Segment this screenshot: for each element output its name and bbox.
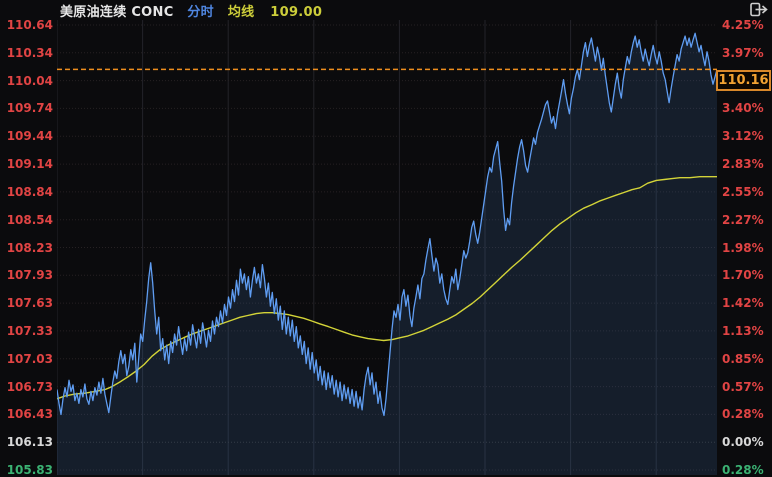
price-area-fill <box>57 33 717 475</box>
ma-legend-label: 均线 <box>227 5 255 20</box>
right-axis-tick: 1.70% <box>722 268 764 283</box>
left-axis-tick: 109.14 <box>6 157 53 172</box>
right-axis-tick: 0.57% <box>722 379 764 394</box>
chart-header: 美原油连续 CONC 分时 均线 109.00 <box>60 1 323 20</box>
left-axis-tick: 105.83 <box>6 463 53 477</box>
current-price-value: 110.16 <box>718 73 769 88</box>
popout-icon[interactable] <box>749 2 769 17</box>
right-axis-tick: 0.00% <box>722 435 764 450</box>
left-axis-tick: 108.23 <box>6 240 53 255</box>
left-axis-tick: 109.44 <box>6 129 53 144</box>
intraday-chart-plot[interactable] <box>57 20 717 475</box>
mode-tab-intraday[interactable]: 分时 <box>187 5 214 20</box>
left-axis-tick: 110.64 <box>6 18 53 32</box>
left-axis-tick: 108.54 <box>6 212 53 227</box>
right-axis-tick: 1.42% <box>722 296 764 311</box>
left-axis-tick: 106.43 <box>6 407 53 422</box>
left-axis-tick: 110.34 <box>6 45 53 60</box>
right-axis-tick: 0.85% <box>722 351 764 366</box>
right-axis-tick: 4.25% <box>722 18 764 32</box>
left-axis-tick: 107.93 <box>6 268 53 283</box>
price-line <box>57 32 717 417</box>
instrument-title: 美原油连续 CONC <box>60 5 174 20</box>
current-price-badge: 110.16 <box>716 70 771 91</box>
right-axis-tick: 3.97% <box>722 45 764 60</box>
right-axis-tick: 0.28% <box>722 407 764 422</box>
right-axis-tick: 2.83% <box>722 157 764 172</box>
right-axis-tick: 0.28% <box>722 463 764 477</box>
right-axis-tick: 3.12% <box>722 129 764 144</box>
right-axis-tick: 2.55% <box>722 184 764 199</box>
right-axis-tick: 1.98% <box>722 240 764 255</box>
left-axis-tick: 107.03 <box>6 351 53 366</box>
left-axis-tick: 109.74 <box>6 101 53 116</box>
right-axis-tick: 2.27% <box>722 212 764 227</box>
left-axis-tick: 106.13 <box>6 435 53 450</box>
left-axis-tick: 110.04 <box>6 73 53 88</box>
right-axis-tick: 3.40% <box>722 101 764 116</box>
right-axis-tick: 1.13% <box>722 323 764 338</box>
left-axis-tick: 107.63 <box>6 296 53 311</box>
ma-line <box>57 176 717 400</box>
ma-legend-value: 109.00 <box>270 5 323 20</box>
left-axis-tick: 106.73 <box>6 379 53 394</box>
left-axis-tick: 107.33 <box>6 323 53 338</box>
left-axis-tick: 108.84 <box>6 184 53 199</box>
